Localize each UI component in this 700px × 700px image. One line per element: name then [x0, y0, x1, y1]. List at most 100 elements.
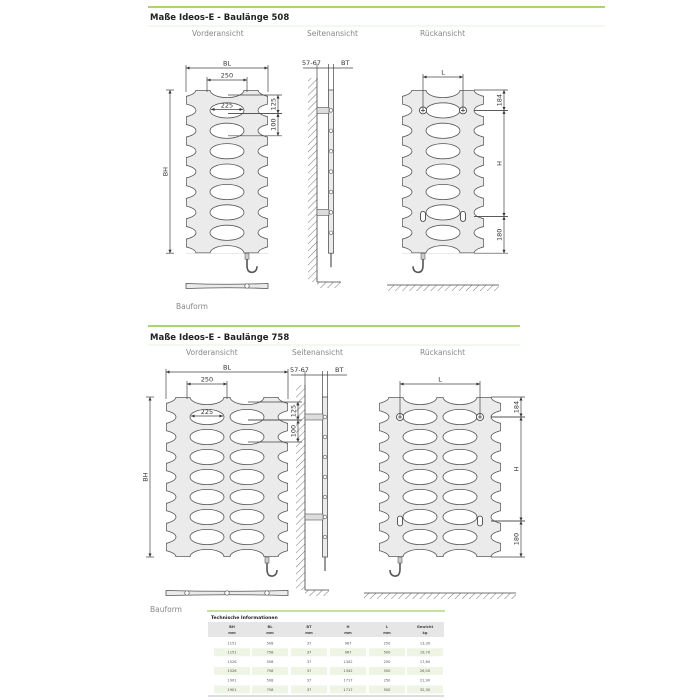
table-cell: 21,90 — [420, 679, 431, 683]
tube-section — [328, 230, 334, 235]
radiator-hole — [442, 448, 478, 465]
table-cell: 37 — [307, 651, 312, 655]
dimension-label: L — [441, 69, 445, 77]
radiator-hole — [189, 549, 225, 557]
table-cell: 758 — [267, 669, 275, 673]
dimension-label: H — [513, 466, 521, 471]
radiator-edge-notch — [166, 510, 177, 524]
table-header: H — [346, 625, 349, 629]
wall-bracket — [304, 413, 324, 421]
dimension-label: 100 — [290, 425, 298, 437]
table-cell: 500 — [384, 651, 392, 655]
radiator-edge-notch — [186, 205, 197, 220]
radiator-edge-notch — [166, 550, 177, 557]
radiator-hole — [402, 549, 438, 557]
table-cell: 1151 — [227, 641, 236, 645]
tube-section — [322, 474, 328, 480]
table-cell: 19,70 — [420, 651, 431, 655]
radiator-hole — [402, 508, 438, 525]
dimension-label: 184 — [513, 401, 521, 413]
drawings-758: BL 250 225 125 100 BH 57-67 BT L 184 H 180 — [142, 364, 525, 599]
table-cell: 1526 — [227, 669, 237, 673]
radiator-edge-notch — [402, 246, 413, 254]
connection-circle — [264, 590, 270, 596]
radiator-edge-notch — [277, 510, 288, 524]
tube-section — [328, 210, 334, 215]
table-row: 1901 508 37 1717 250 21,90 — [227, 679, 430, 683]
radiator-edge-notch — [490, 397, 501, 404]
radiator-edge-notch — [473, 164, 484, 179]
table-row: 1151 758 37 967 500 19,70 — [214, 648, 443, 657]
valve-icon — [420, 210, 426, 222]
tube-section — [328, 128, 334, 133]
radiator-edge-notch — [186, 144, 197, 158]
radiator-edge-notch — [166, 470, 177, 484]
radiator-hole — [229, 468, 265, 485]
tube-section — [328, 149, 334, 154]
radiator-edge-notch — [257, 246, 268, 254]
radiator-hole — [442, 428, 478, 445]
radiator-edge-notch — [277, 550, 288, 557]
radiator-hole — [442, 488, 478, 505]
radiator — [402, 90, 484, 254]
table-row: 1526 508 37 1342 250 17,60 — [227, 660, 430, 664]
table-row: 1901 758 37 1717 500 32,30 — [214, 685, 443, 694]
floor-hatching — [317, 282, 341, 288]
radiator-hole — [402, 488, 438, 505]
table-cell-bg — [252, 666, 288, 675]
radiator-edge-notch — [379, 410, 390, 424]
table-cell-bg — [330, 648, 366, 657]
technical-info-table: Technische Informationen BH mm BL mm BT mm Hmm… — [207, 610, 445, 697]
hook-icon — [412, 259, 424, 274]
radiator-edge-notch — [490, 490, 501, 504]
tube-section — [328, 169, 334, 174]
valve-connector — [397, 556, 403, 564]
radiator-edge-notch — [402, 103, 413, 118]
radiator-hole — [189, 488, 225, 505]
radiator-edge-notch — [257, 226, 268, 240]
radiator-hole — [442, 468, 478, 485]
valve-icon — [477, 515, 483, 527]
hook-icon — [266, 563, 278, 577]
radiator-hole — [229, 508, 265, 525]
dimension-label: 180 — [496, 229, 504, 241]
table-header-unit: mm — [266, 631, 274, 635]
wall-bracket — [316, 107, 330, 114]
view-label-side: Seitenansicht — [292, 348, 343, 357]
table-cell: 500 — [384, 688, 392, 692]
radiator-edge-notch — [257, 124, 268, 138]
radiator-hole — [209, 163, 245, 180]
view-label-side: Seitenansicht — [307, 29, 358, 38]
wall-hatching — [308, 78, 317, 282]
tube-section — [322, 434, 328, 440]
dimension-label: 57-67 — [302, 59, 321, 67]
table-header-unit: kg — [423, 631, 428, 635]
radiator-edge-notch — [186, 90, 197, 97]
radiator-edge-notch — [186, 185, 197, 199]
table-cell: 1342 — [343, 669, 352, 673]
dimension-label: BL — [223, 364, 231, 372]
table-header: L — [386, 625, 389, 629]
section-758: Maße Ideos-E - Baulänge 758 Vorderansich… — [142, 325, 525, 614]
tube-section — [322, 534, 328, 540]
radiator-edge-notch — [490, 550, 501, 557]
radiator-hole — [425, 183, 461, 200]
table-cell-bg — [330, 685, 366, 694]
radiator — [379, 397, 501, 557]
table-cell-bg — [252, 648, 288, 657]
dimension-label: 225 — [221, 101, 233, 109]
radiator-hole — [189, 468, 225, 485]
radiator-hole — [229, 529, 265, 546]
radiator-edge-notch — [166, 430, 177, 444]
table-body: BH mm BL mm BT mm Hmm Lmm Gewicht kg 1151 508 37 967 2… — [208, 622, 444, 697]
radiator-edge-notch — [490, 450, 501, 464]
table-cell: 508 — [267, 679, 275, 683]
radiator-edge-notch — [257, 205, 268, 220]
dimension-label: BL — [223, 60, 231, 68]
radiator-edge-notch — [166, 410, 177, 424]
table-cell: 758 — [267, 651, 275, 655]
radiator-edge-notch — [379, 430, 390, 444]
table-cell: 250 — [384, 641, 392, 645]
radiator-edge-notch — [186, 246, 197, 254]
table-cell-bg — [214, 685, 250, 694]
